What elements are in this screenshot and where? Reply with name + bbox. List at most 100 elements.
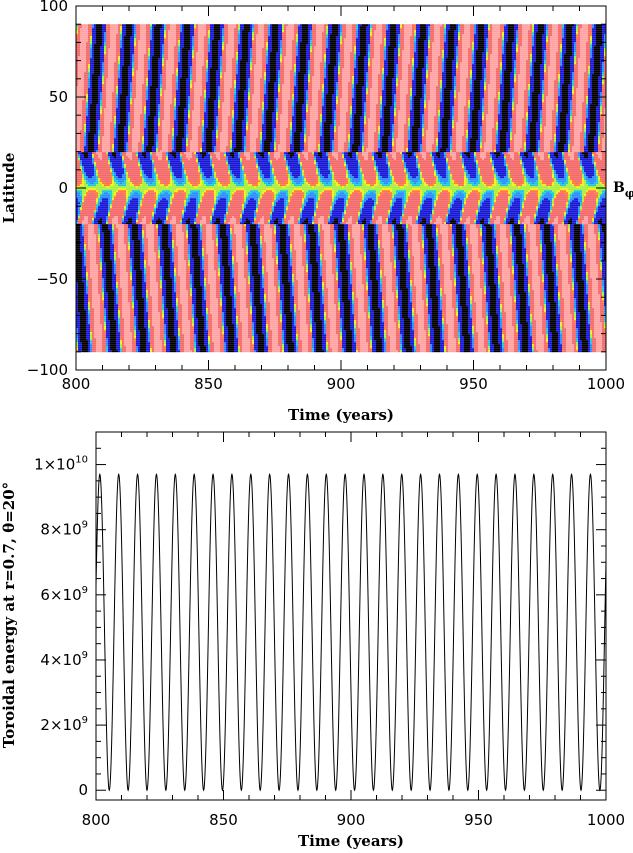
heatmap-cell [468, 52, 470, 55]
heatmap-cell [244, 44, 246, 47]
heatmap-cell [566, 54, 568, 57]
heatmap-cell [158, 52, 160, 55]
heatmap-cell [132, 50, 134, 53]
heatmap-cell [514, 48, 516, 51]
heatmap-cell [300, 52, 302, 55]
heatmap-cell [350, 56, 352, 59]
heatmap-cell [450, 50, 452, 53]
heatmap-cell [132, 24, 134, 27]
heatmap-cell [420, 34, 422, 37]
heatmap-cell [454, 58, 456, 61]
heatmap-cell [526, 36, 528, 39]
heatmap-cell [456, 38, 458, 41]
heatmap-cell [174, 30, 176, 33]
heatmap-cell [130, 24, 132, 27]
heatmap-cell [602, 36, 604, 39]
heatmap-cell [508, 26, 510, 29]
heatmap-cell [460, 54, 462, 57]
heatmap-cell [424, 42, 426, 45]
heatmap-cell [76, 50, 78, 53]
heatmap-cell [506, 42, 508, 45]
heatmap-cell [344, 54, 346, 57]
heatmap-cell [556, 58, 558, 61]
heatmap-cell [406, 26, 408, 29]
heatmap-cell [278, 52, 280, 55]
heatmap-cell [198, 56, 200, 59]
heatmap-cell [512, 28, 514, 31]
heatmap-cell [540, 54, 542, 57]
heatmap-cell [126, 54, 128, 57]
heatmap-cell [370, 50, 372, 53]
heatmap-cell [320, 52, 322, 55]
heatmap-cell [486, 40, 488, 43]
heatmap-cell [200, 34, 202, 37]
heatmap-cell [266, 26, 268, 29]
heatmap-cell [78, 36, 80, 39]
heatmap-cell [248, 54, 250, 57]
heatmap-cell [520, 40, 522, 43]
heatmap-cell [462, 60, 464, 63]
heatmap-cell [444, 42, 446, 45]
heatmap-cell [100, 50, 102, 53]
heatmap-cell [576, 30, 578, 33]
heatmap-cell [546, 46, 548, 49]
heatmap-cell [262, 44, 264, 47]
heatmap-cell [150, 48, 152, 51]
heatmap-cell [506, 38, 508, 41]
heatmap-cell [358, 28, 360, 31]
heatmap-cell [538, 30, 540, 33]
heatmap-cell [442, 32, 444, 35]
heatmap-cell [492, 36, 494, 39]
heatmap-cell [230, 30, 232, 33]
heatmap-cell [574, 44, 576, 47]
heatmap-cell [204, 50, 206, 53]
heatmap-cell [250, 46, 252, 49]
heatmap-cell [234, 24, 236, 27]
heatmap-cell [222, 42, 224, 45]
heatmap-cell [366, 52, 368, 55]
heatmap-cell [516, 36, 518, 39]
heatmap-cell [392, 60, 394, 63]
heatmap-cell [374, 28, 376, 31]
heatmap-cell [510, 58, 512, 61]
heatmap-cell [260, 52, 262, 55]
heatmap-cell [418, 38, 420, 41]
heatmap-cell [564, 54, 566, 57]
heatmap-cell [342, 42, 344, 45]
heatmap-cell [192, 52, 194, 55]
heatmap-cell [452, 34, 454, 37]
heatmap-cell [132, 54, 134, 57]
heatmap-cell [570, 44, 572, 47]
heatmap-cell [188, 52, 190, 55]
heatmap-cell [520, 30, 522, 33]
heatmap-cell [114, 44, 116, 47]
heatmap-cell [122, 52, 124, 55]
heatmap-cell [342, 48, 344, 51]
heatmap-cell [604, 36, 606, 39]
heatmap-cell [118, 46, 120, 49]
heatmap-cell [288, 32, 290, 35]
heatmap-cell [294, 38, 296, 41]
heatmap-cell [208, 44, 210, 47]
heatmap-cell [474, 48, 476, 51]
heatmap-cell [206, 52, 208, 55]
heatmap-cell [490, 44, 492, 47]
heatmap-cell [544, 38, 546, 41]
heatmap-cell [142, 52, 144, 55]
heatmap-cell [238, 38, 240, 41]
heatmap-cell [76, 30, 78, 33]
heatmap-cell [300, 26, 302, 29]
heatmap-cell [476, 58, 478, 61]
heatmap-cell [174, 34, 176, 37]
heatmap-cell [488, 60, 490, 63]
heatmap-cell [442, 34, 444, 37]
heatmap-cell [180, 26, 182, 29]
heatmap-cell [476, 30, 478, 33]
heatmap-cell [560, 50, 562, 53]
heatmap-cell [566, 34, 568, 37]
heatmap-cell [194, 38, 196, 41]
heatmap-cell [134, 30, 136, 33]
heatmap-cell [170, 34, 172, 37]
heatmap-cell [570, 36, 572, 39]
